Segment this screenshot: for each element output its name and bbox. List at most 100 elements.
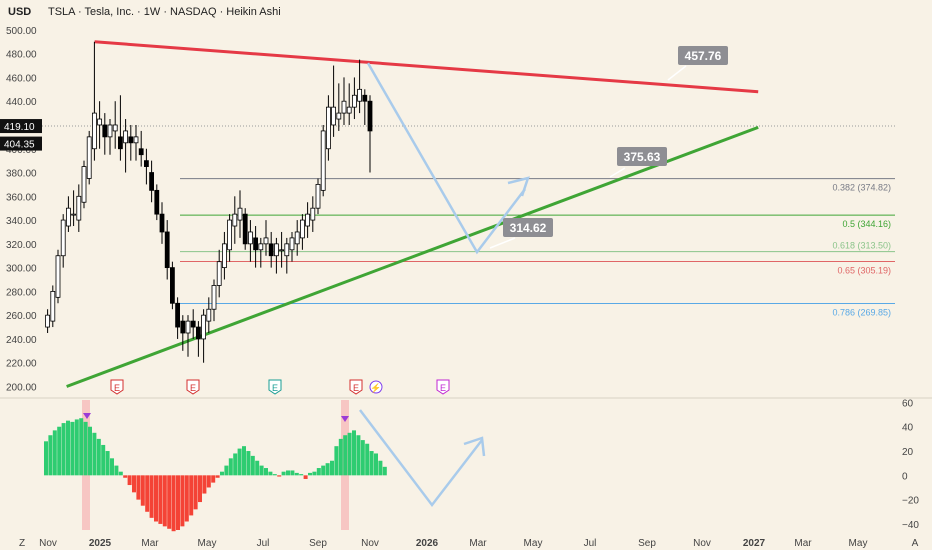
y-tick-label: 280.00 bbox=[6, 287, 37, 298]
histogram-bar bbox=[83, 421, 88, 476]
candle-body bbox=[50, 290, 56, 322]
candle-body bbox=[164, 231, 170, 269]
histogram-bar bbox=[365, 443, 370, 476]
earnings-event-icon bbox=[268, 379, 282, 395]
x-tick-label: Sep bbox=[309, 538, 327, 549]
histogram-bar bbox=[277, 475, 282, 477]
x-tick-label: Jul bbox=[257, 538, 270, 549]
histogram-bar bbox=[347, 432, 352, 476]
histogram-bar bbox=[360, 440, 365, 476]
histogram-bar bbox=[127, 475, 132, 486]
histogram-bar bbox=[202, 475, 207, 494]
candle-body bbox=[320, 130, 326, 191]
candle-body bbox=[169, 267, 175, 304]
x-tick-label: Jul bbox=[584, 538, 597, 549]
histogram-bar bbox=[268, 471, 273, 476]
histogram-bar bbox=[110, 458, 114, 476]
histogram-bar bbox=[325, 463, 330, 476]
x-tick-label: 2027 bbox=[743, 538, 766, 549]
x-tick-label: May bbox=[849, 538, 868, 549]
histogram-bar bbox=[66, 420, 70, 476]
histogram-bar bbox=[242, 446, 246, 476]
candle-body bbox=[66, 207, 71, 227]
candle-body bbox=[263, 237, 269, 245]
earnings-event-icon bbox=[349, 379, 363, 395]
histogram-bar bbox=[246, 451, 251, 476]
x-tick-label: 2026 bbox=[416, 538, 439, 549]
x-tick-label: May bbox=[524, 538, 543, 549]
candle-body bbox=[143, 160, 149, 167]
candle-body bbox=[289, 237, 295, 251]
osc-projection-arrowhead bbox=[463, 436, 486, 457]
annotation-leader bbox=[489, 237, 516, 249]
histogram-bar bbox=[290, 470, 295, 476]
histogram-bar bbox=[193, 475, 198, 510]
histogram-bar bbox=[167, 475, 172, 529]
histogram-bar bbox=[211, 475, 216, 483]
x-tick-label: A bbox=[912, 538, 919, 549]
histogram-bar bbox=[198, 475, 202, 503]
dividend-lightning-glyph: ⚡ bbox=[370, 382, 381, 394]
histogram-bar bbox=[74, 419, 79, 476]
candle-body bbox=[341, 100, 347, 114]
osc-y-tick-label: 40 bbox=[902, 423, 914, 434]
osc-y-tick-label: −20 bbox=[902, 496, 919, 507]
annotation-box bbox=[678, 46, 728, 65]
candle-body bbox=[123, 130, 128, 144]
histogram-bar bbox=[215, 475, 220, 478]
candle-body bbox=[242, 213, 248, 245]
annotation-leader bbox=[667, 65, 687, 81]
candle-body bbox=[331, 106, 337, 126]
candle-body bbox=[128, 136, 134, 144]
candle-body bbox=[102, 124, 108, 138]
candle-body bbox=[55, 255, 61, 298]
annotation-leader bbox=[609, 167, 626, 178]
y-tick-label: 300.00 bbox=[6, 264, 37, 275]
candle-body bbox=[247, 231, 253, 245]
annotation-label: 375.63 bbox=[624, 150, 661, 164]
earnings-event-icon bbox=[110, 379, 124, 395]
histogram-bar bbox=[352, 430, 356, 476]
candle-body bbox=[237, 207, 243, 221]
histogram-bar bbox=[96, 438, 101, 476]
x-tick-label: Mar bbox=[469, 538, 487, 549]
histogram-bar bbox=[321, 465, 326, 476]
histogram-bar bbox=[162, 475, 167, 527]
candle-body bbox=[97, 118, 102, 126]
histogram-bar bbox=[312, 471, 317, 476]
histogram-bar bbox=[118, 471, 123, 476]
histogram-bar bbox=[136, 475, 141, 500]
histogram-bar bbox=[171, 475, 176, 532]
x-tick-label: Z bbox=[19, 538, 25, 549]
candle-body bbox=[299, 219, 305, 239]
signal-triangle-icon bbox=[341, 416, 349, 422]
y-tick-label: 320.00 bbox=[6, 240, 37, 251]
histogram-bar bbox=[382, 466, 387, 476]
projection-arrowhead bbox=[507, 176, 530, 197]
histogram-bar bbox=[189, 475, 194, 516]
histogram-bar bbox=[343, 435, 348, 476]
candle-body bbox=[294, 231, 300, 245]
fib-level-label: 0.786 (269.85) bbox=[832, 307, 891, 317]
histogram-bar bbox=[378, 460, 383, 476]
candle-body bbox=[112, 124, 118, 132]
histogram-bar bbox=[250, 455, 255, 476]
histogram-bar bbox=[114, 465, 119, 476]
histogram-bar bbox=[44, 441, 48, 476]
histogram-bar bbox=[220, 471, 224, 476]
currency-label: USD bbox=[8, 6, 32, 18]
x-tick-label: Mar bbox=[794, 538, 812, 549]
candle-body bbox=[305, 213, 311, 227]
earnings-event-icon bbox=[436, 379, 450, 395]
earnings-event-label: E bbox=[190, 383, 196, 393]
histogram-bar bbox=[299, 474, 304, 476]
projection-path bbox=[366, 62, 526, 255]
candle-body bbox=[325, 106, 331, 150]
histogram-bar bbox=[132, 475, 136, 493]
y-tick-label: 240.00 bbox=[6, 335, 37, 346]
candle-body bbox=[206, 308, 212, 322]
y-tick-label: 220.00 bbox=[6, 359, 37, 370]
fib-level-label: 0.65 (305.19) bbox=[837, 265, 891, 275]
